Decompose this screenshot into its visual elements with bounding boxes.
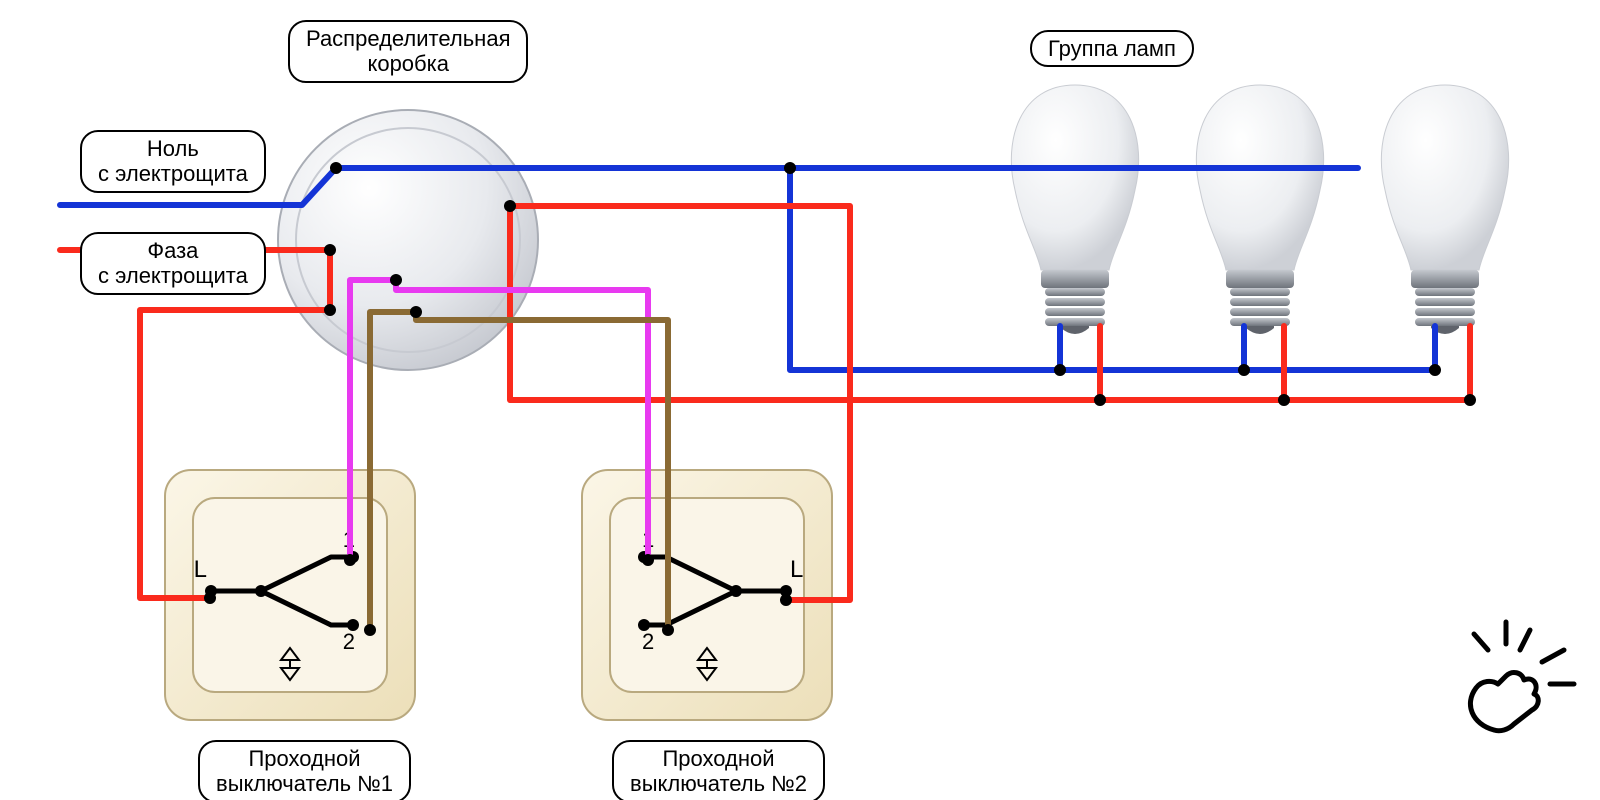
two-way-switch-1: L 1 2 xyxy=(165,470,415,720)
svg-text:1: 1 xyxy=(343,527,355,552)
svg-text:2: 2 xyxy=(642,629,654,654)
label-switch-2: Проходнойвыключатель №2 xyxy=(612,740,825,800)
lamp-1 xyxy=(1011,85,1138,334)
lamp-2 xyxy=(1196,85,1323,334)
label-phase-in: Фазас электрощита xyxy=(80,232,266,295)
snap-logo-icon xyxy=(1470,622,1574,731)
svg-text:L: L xyxy=(790,556,803,583)
label-junction-box: Распределительнаякоробка xyxy=(288,20,528,83)
label-switch-1: Проходнойвыключатель №1 xyxy=(198,740,411,800)
junction-box xyxy=(278,110,538,370)
diagram-stage: L 1 2 L 1 2 Распределительнаякоробка Группа л… xyxy=(0,0,1600,800)
label-neutral-in: Нольс электрощита xyxy=(80,130,266,193)
svg-text:1: 1 xyxy=(642,527,654,552)
svg-text:2: 2 xyxy=(343,629,355,654)
wiring-svg: L 1 2 L 1 2 xyxy=(0,0,1600,800)
svg-text:L: L xyxy=(194,556,207,583)
two-way-switch-2: L 1 2 xyxy=(582,470,832,720)
lamp-3 xyxy=(1381,85,1508,334)
label-lamp-group: Группа ламп xyxy=(1030,30,1194,67)
